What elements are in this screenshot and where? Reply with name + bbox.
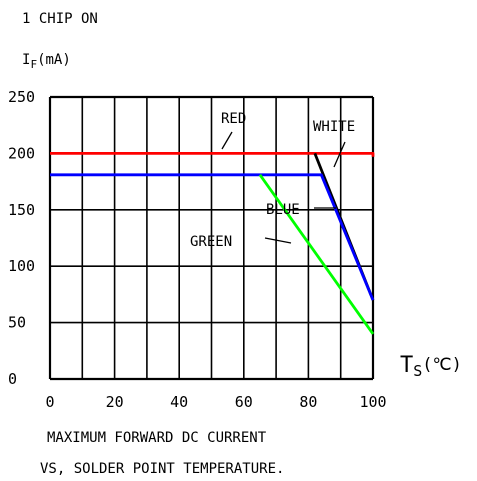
x-unit-suffix: (℃) bbox=[422, 355, 462, 375]
series-lines bbox=[50, 151, 375, 335]
series-line-green bbox=[258, 174, 375, 335]
y-unit-suffix: (mA) bbox=[37, 52, 71, 68]
caption-line-2: VS, SOLDER POINT TEMPERATURE. bbox=[40, 461, 284, 477]
svg-text:TS(℃): TS(℃) bbox=[400, 353, 462, 380]
chip-label: 1 CHIP ON bbox=[22, 11, 98, 27]
x-tick-label: 20 bbox=[106, 393, 124, 411]
series-line-blue bbox=[50, 173, 375, 301]
y-tick-label: 250 bbox=[8, 88, 35, 106]
svg-text:IF(mA): IF(mA) bbox=[22, 52, 71, 71]
x-tick-label: 100 bbox=[359, 393, 386, 411]
x-tick-label: 40 bbox=[170, 393, 188, 411]
y-tick-label: 50 bbox=[8, 314, 26, 332]
leader-red bbox=[221, 131, 233, 150]
series-label-green: GREEN bbox=[190, 234, 232, 250]
y-tick-label: 200 bbox=[8, 144, 35, 162]
y-tick-label: 150 bbox=[8, 201, 35, 219]
y-tick-labels: 0 50 100 150 200 250 bbox=[8, 88, 35, 388]
series-label-white: WHITE bbox=[313, 119, 355, 135]
series-label-blue: BLUE bbox=[266, 202, 300, 218]
grid bbox=[48, 95, 375, 381]
caption-line-1: MAXIMUM FORWARD DC CURRENT bbox=[47, 430, 267, 446]
series-label-red: RED bbox=[221, 111, 246, 127]
x-tick-label: 80 bbox=[299, 393, 317, 411]
x-tick-label: 0 bbox=[45, 393, 54, 411]
x-tick-labels: 0 20 40 60 80 100 bbox=[45, 393, 386, 411]
y-tick-label: 100 bbox=[8, 257, 35, 275]
x-unit-sub: S bbox=[413, 362, 422, 380]
y-tick-label: 0 bbox=[8, 370, 17, 388]
x-unit-label: TS(℃) bbox=[400, 353, 462, 380]
leader-green bbox=[264, 237, 292, 244]
series-line-red bbox=[50, 151, 375, 157]
x-tick-label: 60 bbox=[235, 393, 253, 411]
y-unit-label: IF(mA) bbox=[22, 52, 71, 71]
y-unit-sub: F bbox=[30, 58, 37, 71]
leader-white bbox=[333, 141, 346, 168]
x-unit-prefix: T bbox=[400, 353, 413, 378]
y-unit-prefix: I bbox=[22, 52, 30, 68]
